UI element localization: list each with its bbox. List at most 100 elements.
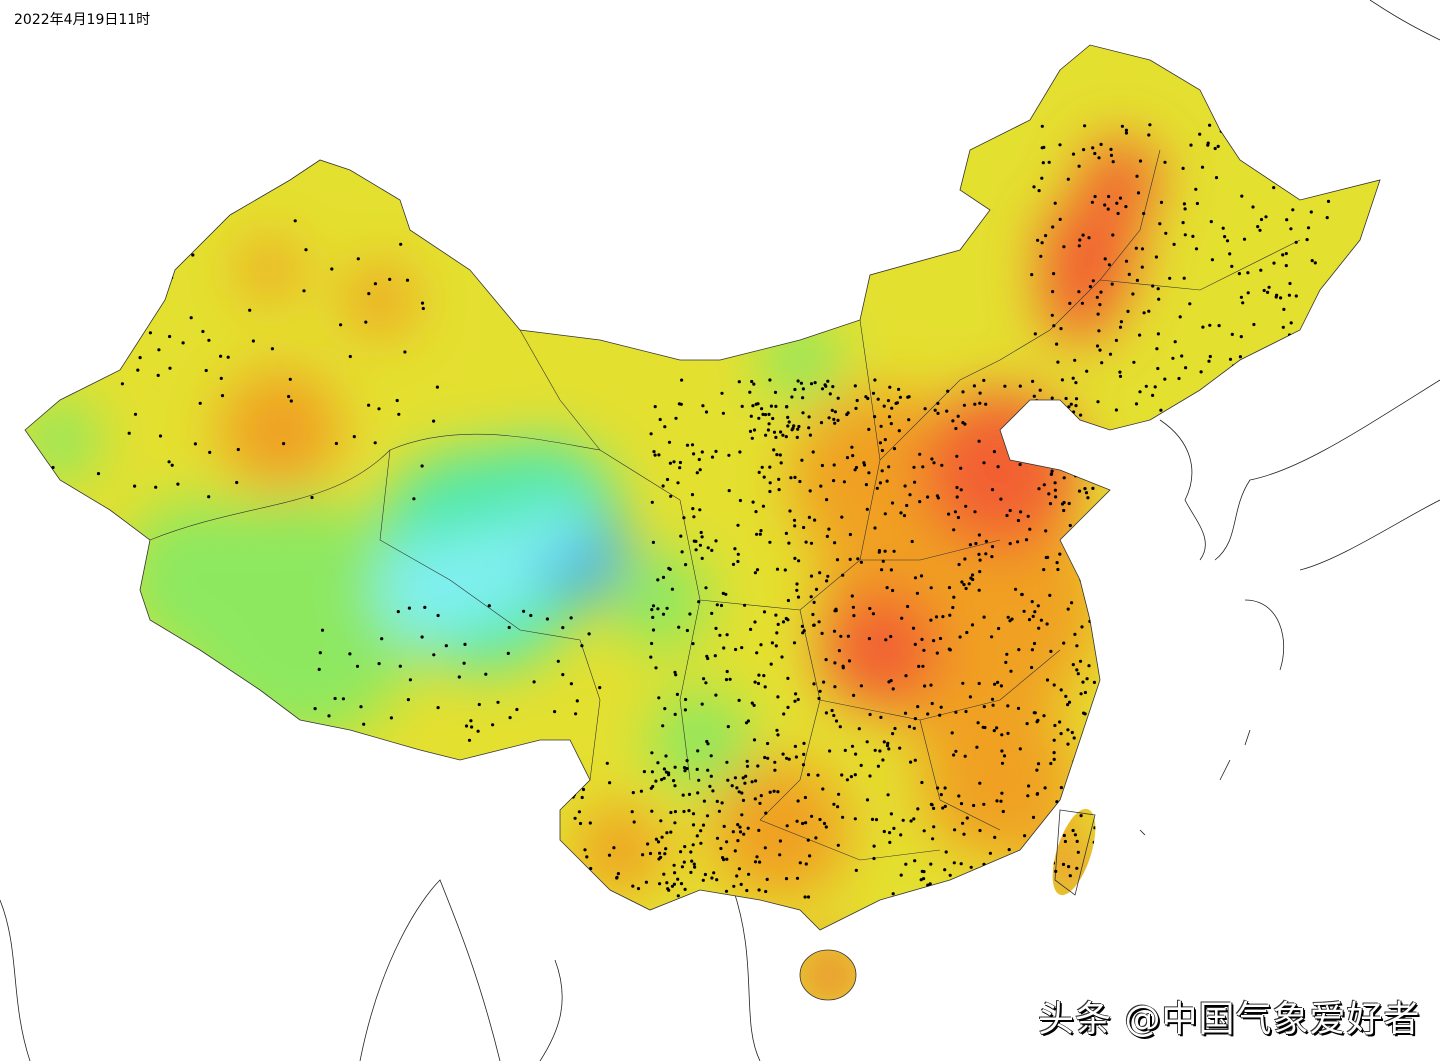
station-dot bbox=[990, 890, 994, 894]
station-dot bbox=[796, 379, 800, 383]
station-dot bbox=[991, 703, 995, 707]
station-dot bbox=[320, 628, 325, 632]
station-dot bbox=[682, 860, 686, 864]
station-dot bbox=[1071, 663, 1075, 667]
station-dot bbox=[1084, 451, 1089, 455]
station-dot bbox=[850, 594, 854, 598]
station-dot bbox=[1004, 868, 1008, 873]
station-dot bbox=[975, 745, 979, 749]
station-dot bbox=[689, 850, 693, 854]
station-dot bbox=[40, 493, 44, 497]
station-dot bbox=[759, 643, 763, 647]
station-dot bbox=[1033, 332, 1037, 336]
station-dot bbox=[1003, 384, 1007, 388]
station-dot bbox=[804, 540, 808, 544]
station-dot bbox=[651, 604, 656, 608]
station-dot bbox=[1000, 733, 1004, 737]
station-dot bbox=[919, 878, 923, 882]
station-dot bbox=[963, 890, 968, 894]
station-dot bbox=[714, 449, 718, 453]
station-dot bbox=[972, 384, 977, 388]
station-dot bbox=[786, 424, 790, 428]
station-dot bbox=[876, 397, 880, 401]
station-dot bbox=[943, 868, 947, 872]
station-dot bbox=[1110, 282, 1114, 286]
station-dot bbox=[1062, 825, 1066, 829]
station-dot bbox=[1007, 848, 1011, 852]
temperature-zone bbox=[760, 320, 840, 400]
station-dot bbox=[862, 463, 867, 467]
station-dot bbox=[832, 479, 836, 483]
station-dot bbox=[1318, 302, 1323, 307]
station-dot bbox=[968, 695, 973, 699]
station-dot bbox=[1016, 540, 1020, 544]
station-dot bbox=[1223, 235, 1227, 239]
station-dot bbox=[722, 646, 726, 650]
station-dot bbox=[1010, 456, 1014, 460]
station-dot bbox=[1239, 295, 1243, 299]
station-dot bbox=[1103, 203, 1107, 207]
station-dot bbox=[838, 725, 842, 729]
station-dot bbox=[1048, 502, 1053, 506]
station-dot bbox=[1236, 388, 1240, 392]
station-dot bbox=[811, 612, 815, 617]
station-dot bbox=[787, 757, 791, 761]
station-dot bbox=[963, 754, 967, 758]
station-dot bbox=[695, 471, 699, 475]
station-dot bbox=[1015, 888, 1019, 893]
station-dot bbox=[1088, 285, 1092, 289]
station-dot bbox=[750, 379, 754, 384]
station-dot bbox=[656, 578, 660, 582]
station-dot bbox=[1285, 138, 1289, 142]
station-dot bbox=[668, 567, 672, 572]
station-dot bbox=[818, 571, 822, 575]
station-dot bbox=[775, 453, 779, 457]
station-dot bbox=[735, 874, 739, 878]
station-dot bbox=[1038, 388, 1042, 392]
station-dot bbox=[1047, 492, 1051, 496]
station-dot bbox=[1025, 722, 1029, 726]
station-dot bbox=[62, 265, 66, 269]
station-dot bbox=[1039, 618, 1043, 622]
station-dot bbox=[496, 700, 500, 704]
station-dot bbox=[1262, 393, 1266, 397]
station-dot bbox=[1181, 221, 1185, 225]
station-dot bbox=[1063, 839, 1067, 844]
station-dot bbox=[674, 416, 678, 420]
station-dot bbox=[832, 802, 836, 806]
station-dot bbox=[913, 642, 917, 647]
station-dot bbox=[859, 684, 864, 688]
station-dot bbox=[1052, 683, 1056, 687]
station-dot bbox=[1182, 276, 1186, 280]
station-dot bbox=[878, 749, 882, 753]
station-dot bbox=[1093, 194, 1097, 199]
station-dot bbox=[1077, 290, 1081, 294]
station-dot bbox=[935, 651, 939, 655]
station-dot bbox=[1058, 217, 1062, 221]
station-dot bbox=[909, 819, 913, 823]
station-dot bbox=[1289, 321, 1293, 325]
station-dot bbox=[673, 670, 677, 674]
station-dot bbox=[1058, 552, 1062, 556]
station-dot bbox=[675, 692, 680, 697]
station-dot bbox=[1233, 374, 1237, 379]
station-dot bbox=[772, 789, 776, 793]
station-dot bbox=[1050, 469, 1054, 473]
station-dot bbox=[1018, 747, 1022, 751]
station-dot bbox=[755, 855, 759, 859]
station-dot bbox=[1135, 278, 1139, 282]
station-dot bbox=[359, 705, 363, 709]
station-dot bbox=[660, 835, 664, 839]
station-dot bbox=[907, 725, 912, 729]
station-dot bbox=[1050, 313, 1054, 317]
station-dot bbox=[1299, 154, 1303, 158]
station-dot bbox=[764, 889, 768, 894]
station-dot bbox=[396, 610, 400, 614]
station-dot bbox=[951, 419, 955, 423]
station-dot bbox=[820, 631, 824, 636]
station-dot bbox=[1238, 355, 1242, 359]
station-dot bbox=[962, 583, 966, 587]
station-dot bbox=[198, 401, 202, 405]
station-dot bbox=[1023, 884, 1027, 888]
station-dot bbox=[731, 562, 736, 567]
